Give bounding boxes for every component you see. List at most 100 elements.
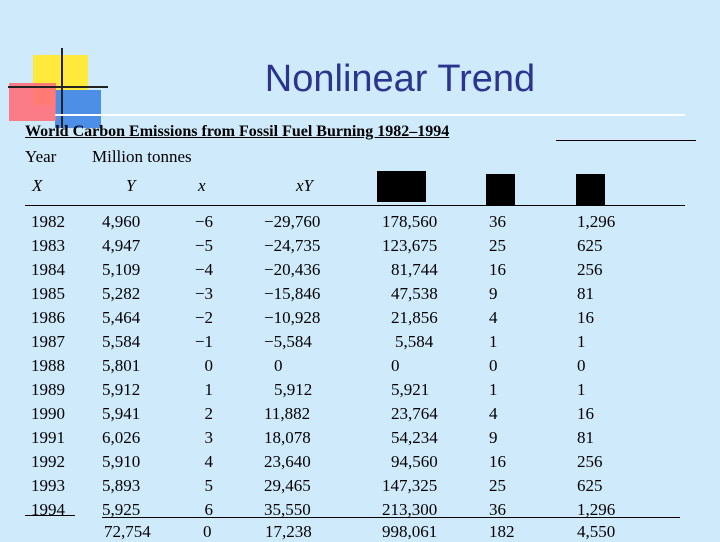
cell-x2Y: 54,234 xyxy=(391,428,438,447)
cell-X: 1982 xyxy=(31,212,65,231)
cell-x4: 1,296 xyxy=(577,500,616,519)
cell-x: −6 xyxy=(194,212,213,231)
cell-x: 6 xyxy=(204,500,214,519)
cell-X: 1993 xyxy=(31,476,65,495)
title-divider xyxy=(55,114,685,116)
cell-X: 1991 xyxy=(31,428,65,447)
cell-x2: 0 xyxy=(489,356,498,375)
totals-divider xyxy=(102,517,680,518)
cell-x2Y: 94,560 xyxy=(391,452,438,471)
header-X: X xyxy=(32,176,43,195)
cell-x2: 1 xyxy=(489,332,498,351)
cell-x: −5 xyxy=(194,236,213,255)
cell-xY: −29,760 xyxy=(264,212,321,231)
cell-x4: 16 xyxy=(577,404,594,423)
cell-xY: −24,735 xyxy=(264,236,321,255)
header-x2Y-redacted xyxy=(377,171,426,202)
cell-X: 1989 xyxy=(31,380,65,399)
cell-x4: 16 xyxy=(577,308,594,327)
cell-Y: 5,910 xyxy=(102,452,141,471)
cell-xY: −20,436 xyxy=(264,260,321,279)
decor-vertical-line xyxy=(61,48,63,128)
cell-X: 1985 xyxy=(31,284,65,303)
cell-x2: 25 xyxy=(489,476,506,495)
column-x4: 1,296 625 256 81 16 1 0 1 16 81 256 625 … xyxy=(577,210,637,522)
cell-xY: 11,882 xyxy=(264,404,311,423)
total-x4: 4,550 xyxy=(577,522,616,541)
cell-xY: −5,584 xyxy=(264,332,312,351)
caption-underline-extension xyxy=(556,140,696,141)
column-x2Y: 178,560 123,675 81,744 47,538 21,856 5,5… xyxy=(382,210,452,522)
cell-x2: 16 xyxy=(489,260,506,279)
cell-x2: 4 xyxy=(489,404,498,423)
cell-x2: 25 xyxy=(489,236,506,255)
total-Y: 72,754 xyxy=(104,522,151,541)
cell-x: 3 xyxy=(204,428,214,447)
cell-x2Y: 21,856 xyxy=(391,308,438,327)
cell-Y: 5,893 xyxy=(102,476,141,495)
cell-Y: 5,912 xyxy=(102,380,141,399)
cell-X: 1992 xyxy=(31,452,65,471)
cell-X: 1987 xyxy=(31,332,65,351)
cell-x: 1 xyxy=(204,380,214,399)
cell-x2Y: 147,325 xyxy=(382,476,438,495)
cell-X: 1988 xyxy=(31,356,65,375)
cell-x2Y: 123,675 xyxy=(382,236,438,255)
cell-Y: 5,941 xyxy=(102,404,141,423)
header-x: x xyxy=(198,176,206,195)
cell-x2: 9 xyxy=(489,284,498,303)
header-x4-redacted xyxy=(576,174,605,205)
cell-X: 1984 xyxy=(31,260,65,279)
decor-horizontal-line xyxy=(8,86,108,88)
cell-x2: 36 xyxy=(489,500,506,519)
cell-Y: 6,026 xyxy=(102,428,141,447)
total-xY: 17,238 xyxy=(265,522,312,541)
cell-x: 2 xyxy=(204,404,214,423)
cell-x: −4 xyxy=(194,260,213,279)
cell-x4: 625 xyxy=(577,476,603,495)
cell-X: 1994 xyxy=(31,500,65,519)
tonnes-label: Million tonnes xyxy=(92,147,192,166)
column-X: 1982 1983 1984 1985 1986 1987 1988 1989 … xyxy=(31,210,76,522)
cell-x2Y: 0 xyxy=(391,356,400,375)
cell-xY: 5,912 xyxy=(274,380,313,399)
header-xY: xY xyxy=(296,176,313,195)
cell-Y: 4,960 xyxy=(102,212,141,231)
cell-x4: 1 xyxy=(577,332,586,351)
header-x2-redacted xyxy=(486,174,515,205)
cell-x4: 81 xyxy=(577,428,594,447)
column-Y: 4,960 4,947 5,109 5,282 5,464 5,584 5,80… xyxy=(102,210,162,522)
cell-x: −2 xyxy=(194,308,213,327)
cell-x4: 1,296 xyxy=(577,212,616,231)
cell-Y: 5,925 xyxy=(102,500,141,519)
column-x2: 36 25 16 9 4 1 0 1 4 9 16 25 36 xyxy=(489,210,529,522)
page-title: Nonlinear Trend xyxy=(264,58,536,100)
cell-xY: 0 xyxy=(274,356,283,375)
cell-x2Y: 81,744 xyxy=(391,260,438,279)
cell-x: −3 xyxy=(194,284,213,303)
cell-x2Y: 23,764 xyxy=(391,404,438,423)
cell-x2: 1 xyxy=(489,380,498,399)
cell-xY: −10,928 xyxy=(264,308,321,327)
cell-Y: 5,584 xyxy=(102,332,141,351)
cell-x4: 625 xyxy=(577,236,603,255)
total-x: 0 xyxy=(203,522,212,541)
cell-Y: 5,109 xyxy=(102,260,141,279)
cell-x4: 81 xyxy=(577,284,594,303)
cell-x2: 16 xyxy=(489,452,506,471)
total-x2: 182 xyxy=(489,522,515,541)
table-caption: World Carbon Emissions from Fossil Fuel … xyxy=(25,123,450,140)
cell-Y: 4,947 xyxy=(102,236,141,255)
year-label: Year xyxy=(25,147,57,166)
cell-x4: 1 xyxy=(577,380,586,399)
cell-x2Y: 5,584 xyxy=(395,332,434,351)
cell-X: 1986 xyxy=(31,308,65,327)
cell-x: 0 xyxy=(204,356,214,375)
cell-x4: 256 xyxy=(577,260,603,279)
cell-x2: 36 xyxy=(489,212,506,231)
column-xY: −29,760 −24,735 −20,436 −15,846 −10,928 … xyxy=(264,210,344,522)
cell-xY: 18,078 xyxy=(264,428,311,447)
cell-x4: 256 xyxy=(577,452,603,471)
total-x2Y: 998,061 xyxy=(382,522,438,541)
cell-x2Y: 47,538 xyxy=(391,284,438,303)
